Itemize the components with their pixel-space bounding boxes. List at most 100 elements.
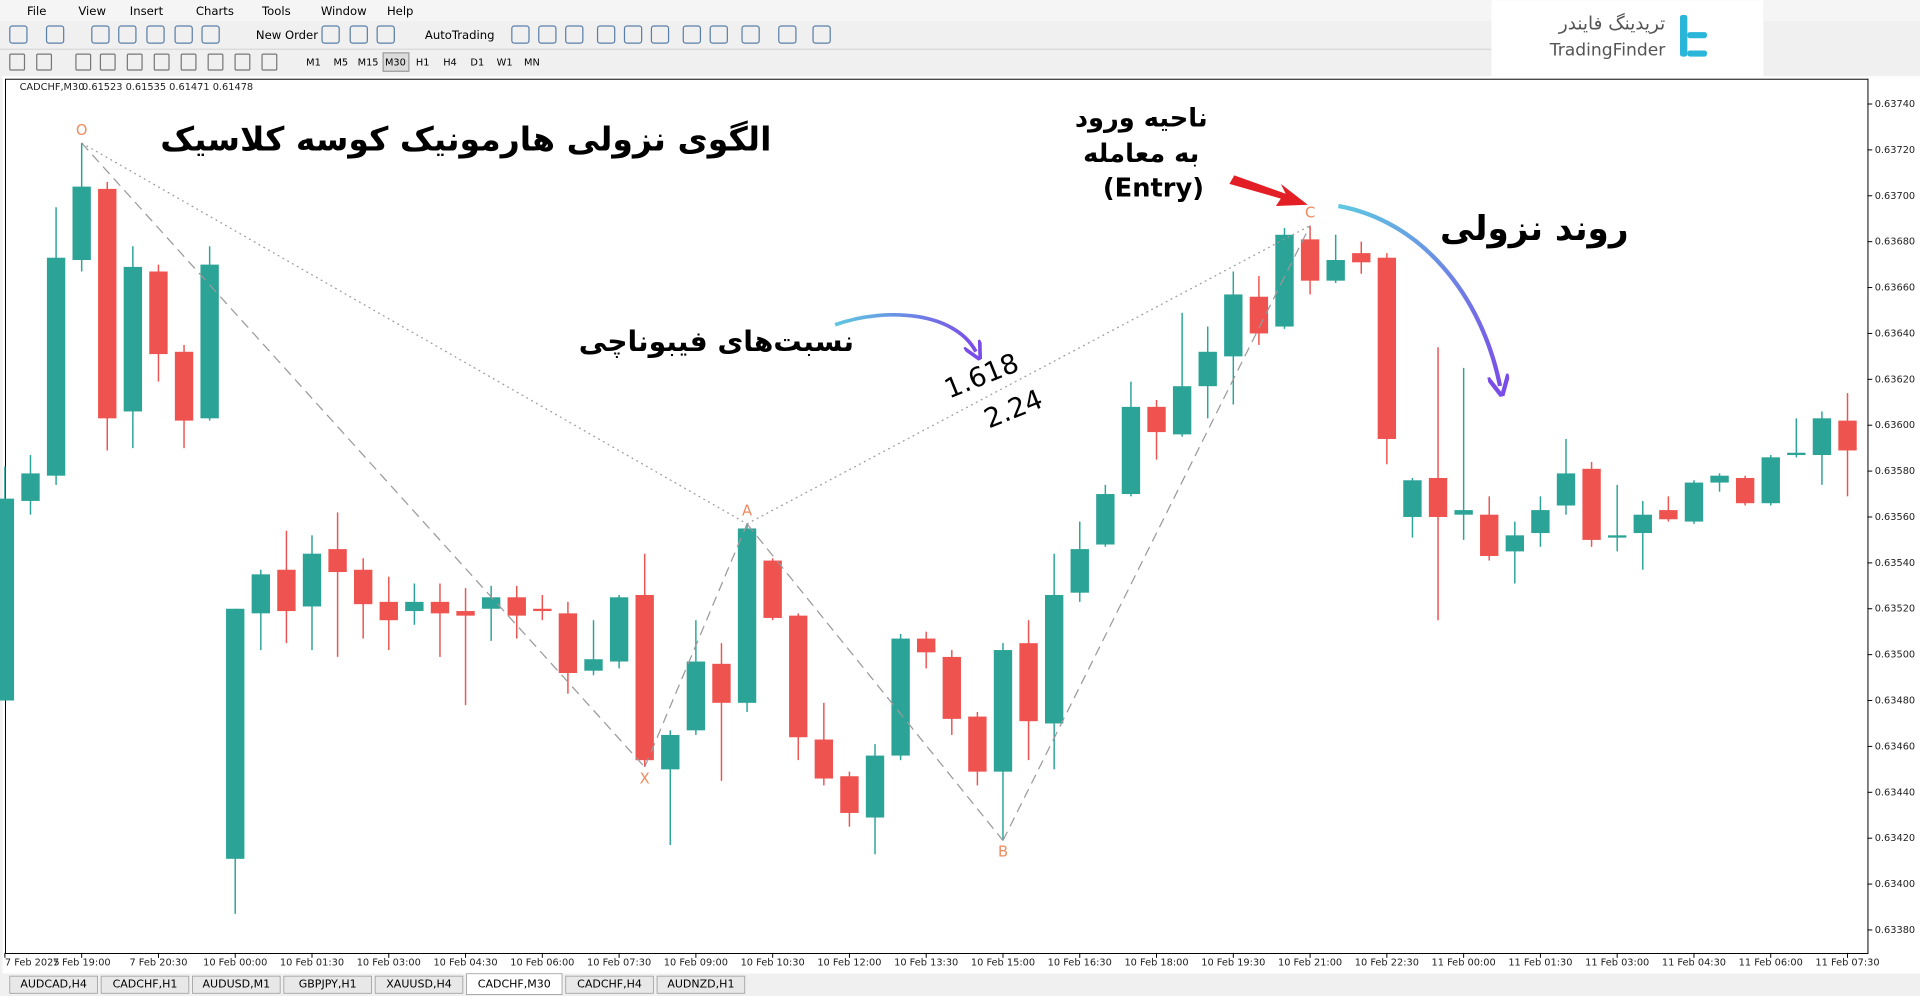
- draw-tool-icon[interactable]: [36, 53, 53, 71]
- candle-body: [1403, 480, 1422, 517]
- toolbar-icon[interactable]: [650, 25, 670, 44]
- draw-tool-icon[interactable]: [99, 53, 116, 71]
- toolbar-icon[interactable]: [349, 25, 368, 44]
- candle-body: [865, 755, 885, 818]
- x-tick-label: 10 Feb 00:00: [203, 958, 267, 969]
- y-tick-label: 0.63660: [1875, 283, 1915, 294]
- toolbar-icon[interactable]: [565, 25, 584, 44]
- chart-tab[interactable]: [374, 975, 464, 994]
- quote-label: 0.61523 0.61535 0.61471 0.61478: [82, 82, 253, 93]
- candle-body: [533, 608, 552, 612]
- y-tick-label: 0.63700: [1875, 191, 1915, 202]
- toolbar-icon[interactable]: [778, 25, 797, 44]
- toolbar-icon[interactable]: [709, 25, 728, 44]
- toolbar-icon[interactable]: [511, 25, 530, 44]
- timeframe-button[interactable]: M15: [358, 58, 379, 69]
- chart-tab-label: CADCHF,M30: [478, 978, 551, 991]
- candle-body: [584, 659, 603, 671]
- chart-tab[interactable]: [192, 975, 281, 994]
- toolbar-icon[interactable]: [682, 25, 702, 44]
- pattern-ratio-line: [746, 225, 1311, 525]
- timeframe-button[interactable]: M1: [306, 58, 321, 69]
- toolbar-icon[interactable]: [118, 25, 137, 44]
- draw-tool-icon[interactable]: [207, 53, 224, 71]
- toolbar-icon[interactable]: [91, 25, 110, 44]
- candle-body: [1121, 406, 1141, 495]
- toolbar-icon[interactable]: [9, 25, 28, 44]
- timeframe-button[interactable]: H1: [416, 58, 430, 69]
- chart-tab[interactable]: [100, 975, 190, 994]
- toolbar-icon[interactable]: [596, 25, 616, 44]
- toolbar-icon[interactable]: [538, 25, 557, 44]
- menu-item[interactable]: Window: [321, 4, 367, 18]
- y-tick-label: 0.63680: [1875, 237, 1915, 248]
- menu-item[interactable]: File: [27, 4, 46, 18]
- draw-tool-icon[interactable]: [126, 53, 143, 71]
- chart-tab-label: CADCHF,H1: [113, 978, 178, 991]
- x-tick-label: 11 Feb 06:00: [1739, 958, 1803, 969]
- draw-tool-icon[interactable]: [261, 53, 278, 71]
- toolbar-icon[interactable]: [623, 25, 643, 44]
- candle-body: [942, 656, 961, 719]
- chart-area: [2, 76, 1920, 974]
- candle-body: [46, 257, 66, 476]
- chart-tab[interactable]: [656, 975, 746, 994]
- menu-item[interactable]: View: [78, 4, 106, 18]
- x-tick-label: 10 Feb 07:30: [587, 958, 651, 969]
- timeframe-button[interactable]: M5: [333, 58, 348, 69]
- chart-tab-label: GBPJPY,H1: [299, 978, 357, 991]
- candle-body: [712, 663, 731, 703]
- pattern-leg: [81, 142, 646, 768]
- timeframe-button[interactable]: MN: [524, 58, 540, 69]
- candle-body: [789, 615, 808, 738]
- menu-item[interactable]: Insert: [130, 4, 164, 18]
- annotation-trend: روند نزولی: [1440, 209, 1629, 249]
- chart-tab[interactable]: [283, 975, 372, 994]
- annotation-entry: ناحیه ورود: [1075, 104, 1208, 134]
- toolbar-icon[interactable]: [201, 25, 220, 44]
- timeframe-button[interactable]: D1: [470, 58, 484, 69]
- toolbar-icon[interactable]: [321, 25, 340, 44]
- pattern-point-label: O: [76, 122, 88, 139]
- x-tick-label: 7 Feb 2025: [5, 958, 60, 969]
- menu-item[interactable]: Help: [387, 4, 414, 18]
- timeframe-button[interactable]: H4: [443, 58, 457, 69]
- menu-item[interactable]: Charts: [196, 4, 234, 18]
- candle-body: [1147, 406, 1166, 433]
- candle-body: [379, 601, 398, 621]
- new-order-button[interactable]: New Order: [256, 28, 318, 42]
- trend-arrow: [1337, 203, 1500, 386]
- y-tick-label: 0.63500: [1875, 650, 1915, 661]
- chart-tab[interactable]: [9, 975, 98, 994]
- draw-tool-icon[interactable]: [75, 53, 92, 71]
- toolbar-icon[interactable]: [812, 25, 831, 44]
- candle-body: [430, 601, 450, 614]
- chart-tab[interactable]: [565, 975, 654, 994]
- candle-body: [1275, 234, 1294, 327]
- auto-trading-button[interactable]: AutoTrading: [425, 28, 495, 42]
- toolbar-icon[interactable]: [376, 25, 395, 44]
- draw-tool-icon[interactable]: [9, 53, 26, 71]
- toolbar-icon[interactable]: [174, 25, 193, 44]
- chart-tab[interactable]: [466, 973, 563, 995]
- timeframe-button[interactable]: W1: [497, 58, 513, 69]
- candle-body: [1300, 239, 1320, 281]
- toolbar-icon[interactable]: [146, 25, 165, 44]
- x-tick-label: 10 Feb 16:30: [1048, 958, 1112, 969]
- menu-item[interactable]: Tools: [261, 4, 291, 18]
- candle-body: [1710, 475, 1729, 483]
- timeframe-button[interactable]: M30: [385, 58, 406, 69]
- draw-tool-icon[interactable]: [180, 53, 197, 71]
- timeframe-active: [382, 52, 410, 72]
- candle-body: [149, 271, 168, 355]
- chart-tab-label: AUDCAD,H4: [20, 978, 87, 991]
- candle-body: [737, 528, 757, 703]
- menu-bar: [0, 0, 1920, 22]
- candle-body: [1096, 494, 1115, 545]
- candle-body: [226, 608, 245, 859]
- toolbar-icon[interactable]: [741, 25, 760, 44]
- toolbar-icon[interactable]: [45, 25, 65, 44]
- draw-tool-icon[interactable]: [234, 53, 251, 71]
- candle-body: [1249, 296, 1269, 334]
- draw-tool-icon[interactable]: [153, 53, 170, 71]
